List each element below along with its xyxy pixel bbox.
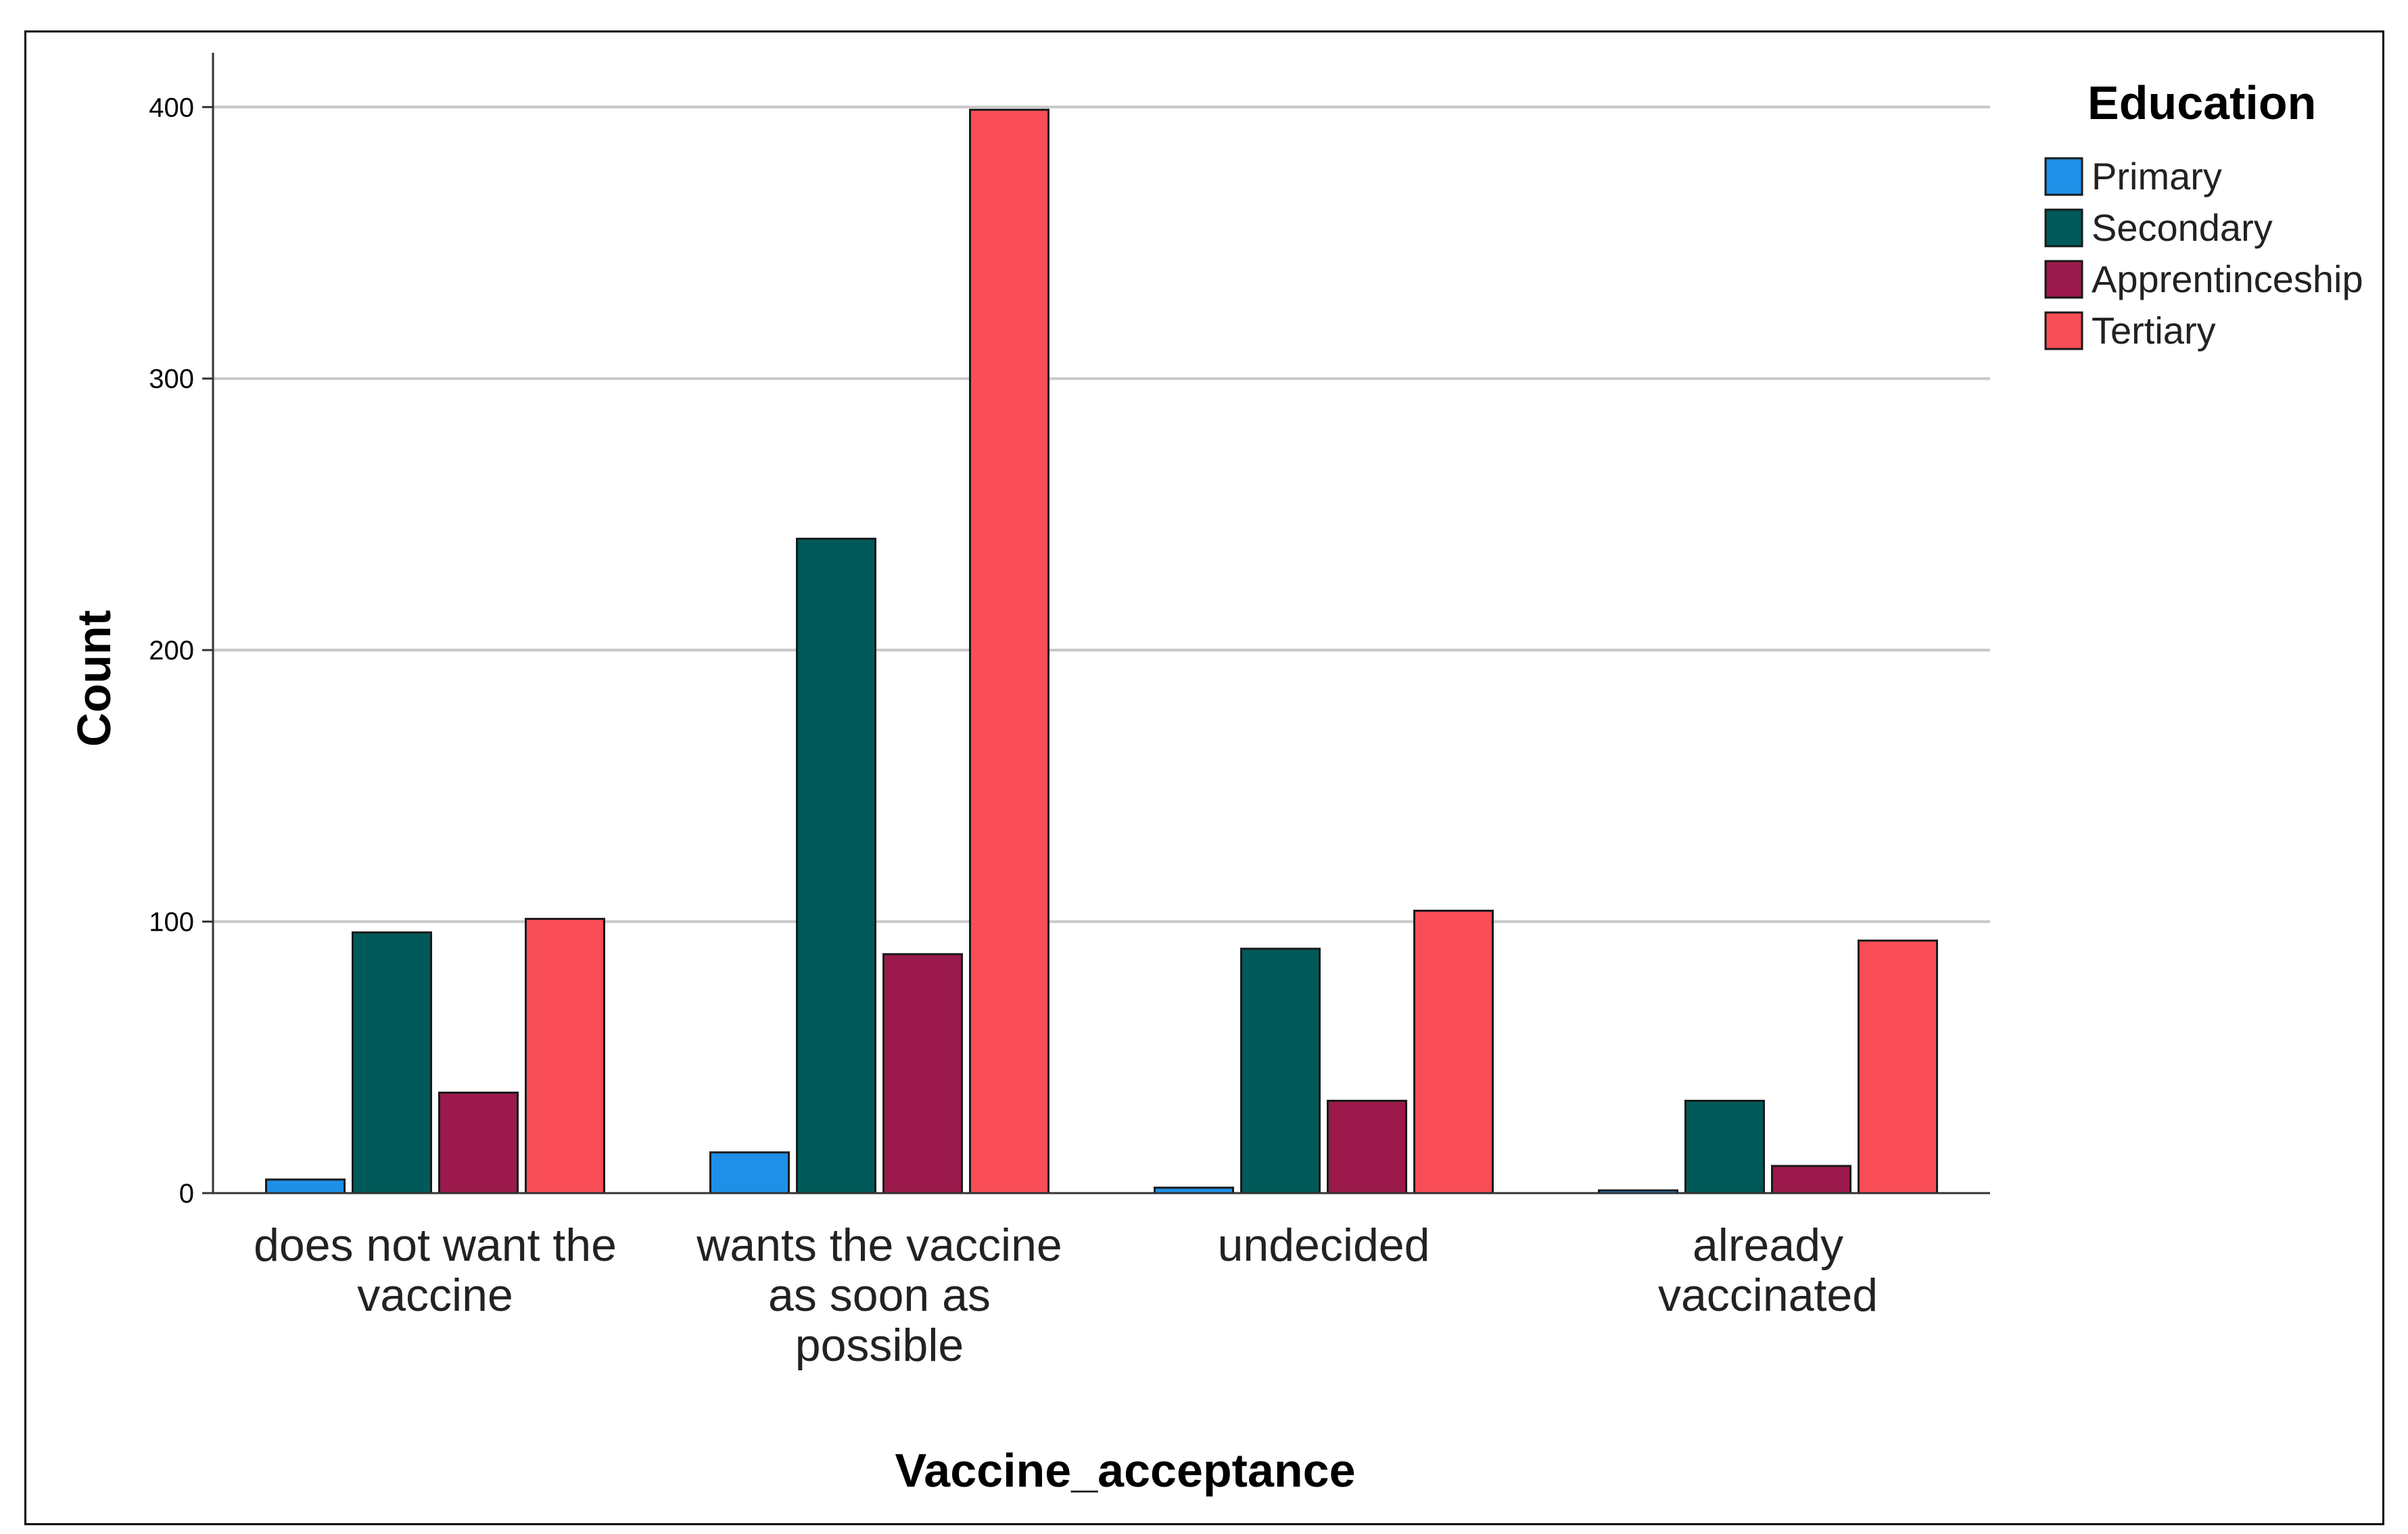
legend-swatch-primary: [2044, 157, 2083, 196]
legend-label-primary: Primary: [2092, 155, 2222, 197]
x-category-label-line: vaccine: [357, 1270, 513, 1321]
bar-tertiary-3: [1413, 910, 1494, 1194]
legend-label-tertiary: Tertiary: [2092, 309, 2216, 352]
bar-apprentinceship-2: [882, 953, 963, 1194]
legend-items: Primary Secondary Apprentinceship Tertiary: [2044, 155, 2363, 352]
bar-chart: 0 100 200 300 400 does not want the vaccine wa…: [68, 53, 2363, 1497]
bar-primary-1: [265, 1178, 346, 1194]
bar-secondary-4: [1684, 1100, 1765, 1194]
x-category-label-line: undecided: [1218, 1219, 1430, 1271]
x-category-label-line: does not want the: [254, 1219, 617, 1271]
bar-secondary-1: [352, 931, 432, 1194]
y-tick-label: 0: [179, 1179, 194, 1209]
x-category-label-line: as soon as: [768, 1270, 991, 1321]
y-tick-label: 200: [149, 636, 194, 666]
x-category-label: does not want the vaccine: [254, 1219, 617, 1321]
bar-secondary-2: [796, 538, 876, 1194]
chart-frame: 0 100 200 300 400 does not want the vaccine wa…: [24, 30, 2384, 1525]
y-tick-label: 400: [149, 93, 194, 122]
x-category-label-line: wants the vaccine: [696, 1219, 1062, 1271]
x-category-label-line: vaccinated: [1658, 1270, 1878, 1321]
x-category-label-line: possible: [795, 1320, 964, 1371]
y-tick-label: 300: [149, 365, 194, 394]
legend-label-secondary: Secondary: [2092, 206, 2273, 249]
axes: [202, 53, 1990, 1194]
x-category-label: undecided: [1218, 1219, 1430, 1271]
x-category-label: already vaccinated: [1658, 1219, 1878, 1321]
x-axis-title: Vaccine_acceptance: [895, 1444, 1355, 1497]
bar-primary-2: [709, 1151, 790, 1194]
bar-tertiary-2: [969, 108, 1049, 1194]
x-category-labels: does not want the vaccine wants the vaccin…: [254, 1219, 1878, 1371]
legend: Education Primary Secondary Apprentinceshi…: [2044, 76, 2363, 352]
bars: [265, 108, 1938, 1194]
x-category-label-line: already: [1693, 1219, 1843, 1271]
bar-tertiary-1: [525, 918, 605, 1194]
legend-swatch-tertiary: [2044, 311, 2083, 350]
y-tick-label: 100: [149, 908, 194, 937]
legend-swatch-apprentinceship: [2044, 260, 2083, 299]
legend-label-apprentinceship: Apprentinceship: [2092, 258, 2363, 300]
y-tick-labels: 0 100 200 300 400: [149, 93, 194, 1209]
bar-apprentinceship-1: [438, 1091, 519, 1194]
bar-apprentinceship-4: [1771, 1165, 1851, 1194]
bar-apprentinceship-3: [1327, 1100, 1407, 1194]
bar-secondary-3: [1240, 948, 1321, 1194]
gridlines: [213, 106, 1990, 923]
y-axis-title: Count: [68, 610, 120, 747]
legend-title: Education: [2087, 76, 2316, 129]
legend-swatch-secondary: [2044, 208, 2083, 248]
x-category-label: wants the vaccine as soon as possible: [696, 1219, 1062, 1371]
bar-tertiary-4: [1858, 939, 1938, 1194]
